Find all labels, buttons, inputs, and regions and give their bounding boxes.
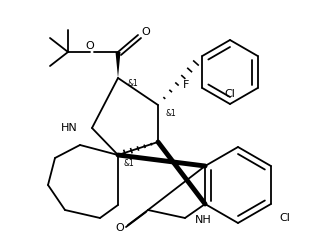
Text: O: O bbox=[86, 41, 94, 51]
Text: O: O bbox=[116, 223, 124, 233]
Text: Cl: Cl bbox=[224, 89, 235, 99]
Text: Cl: Cl bbox=[280, 213, 290, 223]
Text: &1: &1 bbox=[123, 158, 134, 168]
Text: &1: &1 bbox=[166, 108, 177, 118]
Text: &1: &1 bbox=[128, 78, 139, 88]
Text: HN: HN bbox=[61, 123, 78, 133]
Polygon shape bbox=[116, 52, 121, 78]
Text: NH: NH bbox=[195, 215, 212, 225]
Text: F: F bbox=[183, 80, 189, 90]
Text: O: O bbox=[142, 27, 150, 37]
